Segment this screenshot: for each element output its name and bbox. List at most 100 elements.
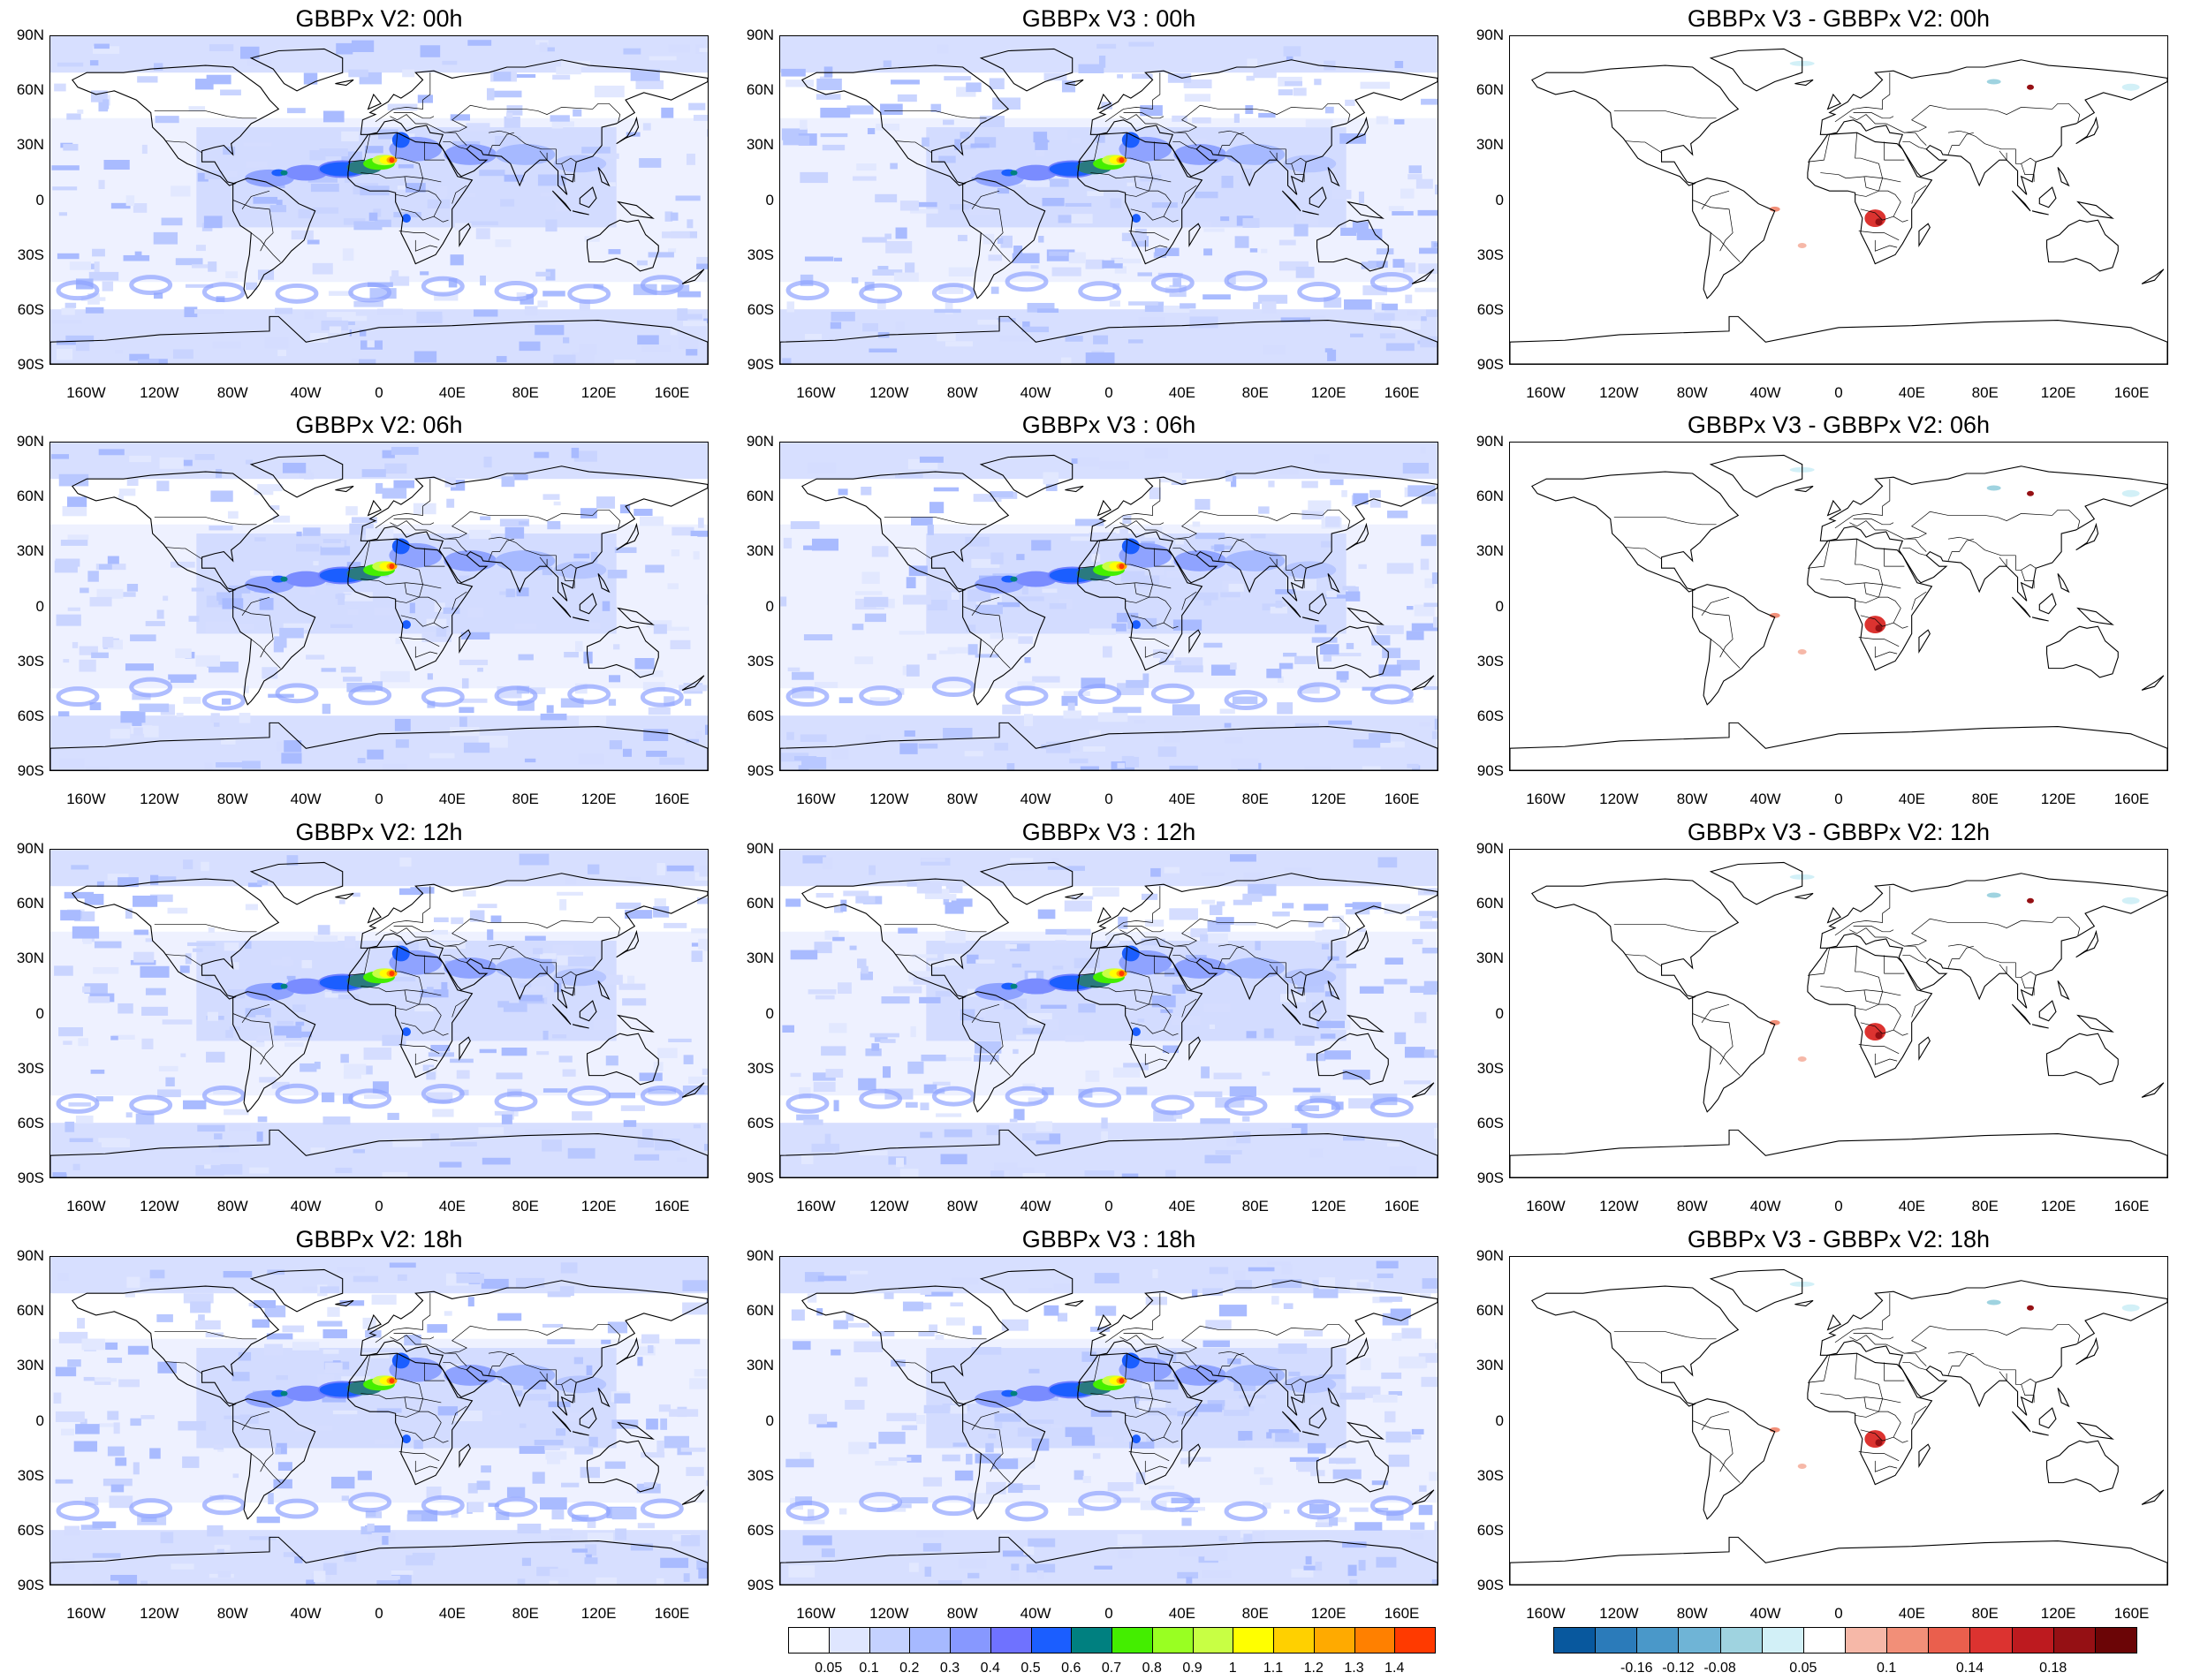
lon-tick-label: 160W: [55, 1198, 117, 1215]
lon-tick-label: 120W: [858, 384, 920, 402]
colorbar-swatch: [2053, 1627, 2096, 1654]
lon-tick-label: 80W: [931, 1605, 993, 1623]
lat-tick-label: 60N: [0, 1302, 44, 1320]
world-map-graphic: [780, 850, 1438, 1177]
lat-tick-label: 90N: [728, 433, 774, 450]
panel-title: GBBPx V2: 06h: [49, 412, 709, 439]
lon-tick-label: 160W: [785, 791, 846, 808]
lat-tick-label: 30S: [1458, 1060, 1504, 1078]
lon-tick-label: 40W: [275, 384, 337, 402]
lon-tick-label: 0: [348, 1198, 410, 1215]
colorbar-swatch: [1886, 1627, 1929, 1654]
colorbar-label: 0.1: [847, 1661, 891, 1676]
lat-tick-label: 60S: [1458, 1115, 1504, 1132]
lon-tick-label: 80E: [1225, 384, 1286, 402]
lat-tick-label: 30S: [0, 1467, 44, 1485]
lat-tick-label: 90N: [1458, 1247, 1504, 1265]
lat-tick-label: 0: [0, 1412, 44, 1430]
lon-tick-label: 160E: [2101, 1605, 2163, 1623]
lon-tick-label: 40W: [275, 1198, 337, 1215]
lon-tick-label: 80E: [1225, 1198, 1286, 1215]
lon-tick-label: 120W: [128, 791, 190, 808]
lon-tick-label: 80W: [1661, 1198, 1723, 1215]
colorbar-swatch: [1071, 1627, 1112, 1654]
lat-tick-label: 60N: [0, 895, 44, 912]
lon-tick-label: 40E: [1881, 384, 1943, 402]
aerosol-field-map: [779, 1256, 1438, 1585]
lat-tick-label: 60S: [1458, 301, 1504, 319]
lat-tick-label: 60N: [1458, 81, 1504, 99]
colorbar-label: 0.18: [2031, 1661, 2075, 1676]
colorbar-swatch: [1928, 1627, 1970, 1654]
colorbar-swatch: [1595, 1627, 1637, 1654]
lon-tick-label: 80E: [495, 1605, 557, 1623]
colorbar-swatch: [1233, 1627, 1274, 1654]
world-map-graphic: [50, 36, 708, 364]
lon-tick-label: 40W: [275, 1605, 337, 1623]
lat-tick-label: 30S: [1458, 1467, 1504, 1485]
colorbar-swatch: [2012, 1627, 2054, 1654]
lon-tick-label: 80E: [1225, 791, 1286, 808]
colorbar-label: 0.05: [1781, 1661, 1825, 1676]
lon-tick-label: 0: [348, 384, 410, 402]
lat-tick-label: 30S: [1458, 653, 1504, 670]
colorbar-label: 0.8: [1130, 1661, 1174, 1676]
colorbar-swatch: [1152, 1627, 1194, 1654]
colorbar-swatch: [1273, 1627, 1315, 1654]
colorbar-swatch: [829, 1627, 870, 1654]
lat-tick-label: 60S: [728, 708, 774, 725]
lat-tick-label: 30N: [0, 136, 44, 154]
lon-tick-label: 160W: [55, 791, 117, 808]
lon-tick-label: 0: [1078, 791, 1140, 808]
lat-tick-label: 0: [1458, 192, 1504, 209]
aerosol-field-map: [779, 442, 1438, 771]
panel-title: GBBPx V3 - GBBPx V2: 00h: [1509, 5, 2168, 33]
world-map-graphic: [780, 36, 1438, 364]
lat-tick-label: 60S: [0, 301, 44, 319]
lat-tick-label: 90N: [0, 840, 44, 858]
lon-tick-label: 120W: [1588, 1198, 1650, 1215]
lon-tick-label: 40E: [421, 1605, 483, 1623]
lon-tick-label: 160W: [1514, 1605, 1576, 1623]
colorbar-label: 0.05: [807, 1661, 851, 1676]
colorbar-label: 1.1: [1251, 1661, 1295, 1676]
lat-tick-label: 90N: [0, 26, 44, 44]
lon-tick-label: 0: [348, 1605, 410, 1623]
colorbar-swatch: [1969, 1627, 2012, 1654]
colorbar-label: 0.1: [1864, 1661, 1908, 1676]
colorbar-label: 0.3: [928, 1661, 972, 1676]
lon-tick-label: 40W: [1005, 791, 1066, 808]
colorbar-swatch: [1111, 1627, 1153, 1654]
lon-tick-label: 0: [348, 791, 410, 808]
panel-title: GBBPx V3 : 00h: [779, 5, 1438, 33]
colorbar-swatch: [1762, 1627, 1804, 1654]
lon-tick-label: 160E: [641, 1198, 703, 1215]
lon-tick-label: 160W: [1514, 791, 1576, 808]
lat-tick-label: 30N: [728, 136, 774, 154]
lat-tick-label: 30N: [1458, 542, 1504, 560]
aerosol-field-map: [49, 442, 709, 771]
lon-tick-label: 120W: [128, 1198, 190, 1215]
difference-map: [1509, 442, 2168, 771]
lon-tick-label: 120W: [128, 384, 190, 402]
lon-tick-label: 160W: [785, 384, 846, 402]
lon-tick-label: 40W: [1734, 1605, 1796, 1623]
lat-tick-label: 60S: [0, 708, 44, 725]
lat-tick-label: 30N: [1458, 136, 1504, 154]
lat-tick-label: 30N: [1458, 950, 1504, 967]
lon-tick-label: 120E: [2028, 384, 2090, 402]
lon-tick-label: 40E: [421, 384, 483, 402]
lat-tick-label: 0: [728, 598, 774, 616]
lat-tick-label: 90S: [728, 356, 774, 374]
lon-tick-label: 120W: [1588, 384, 1650, 402]
lat-tick-label: 0: [0, 1005, 44, 1023]
lon-tick-label: 120E: [568, 791, 630, 808]
